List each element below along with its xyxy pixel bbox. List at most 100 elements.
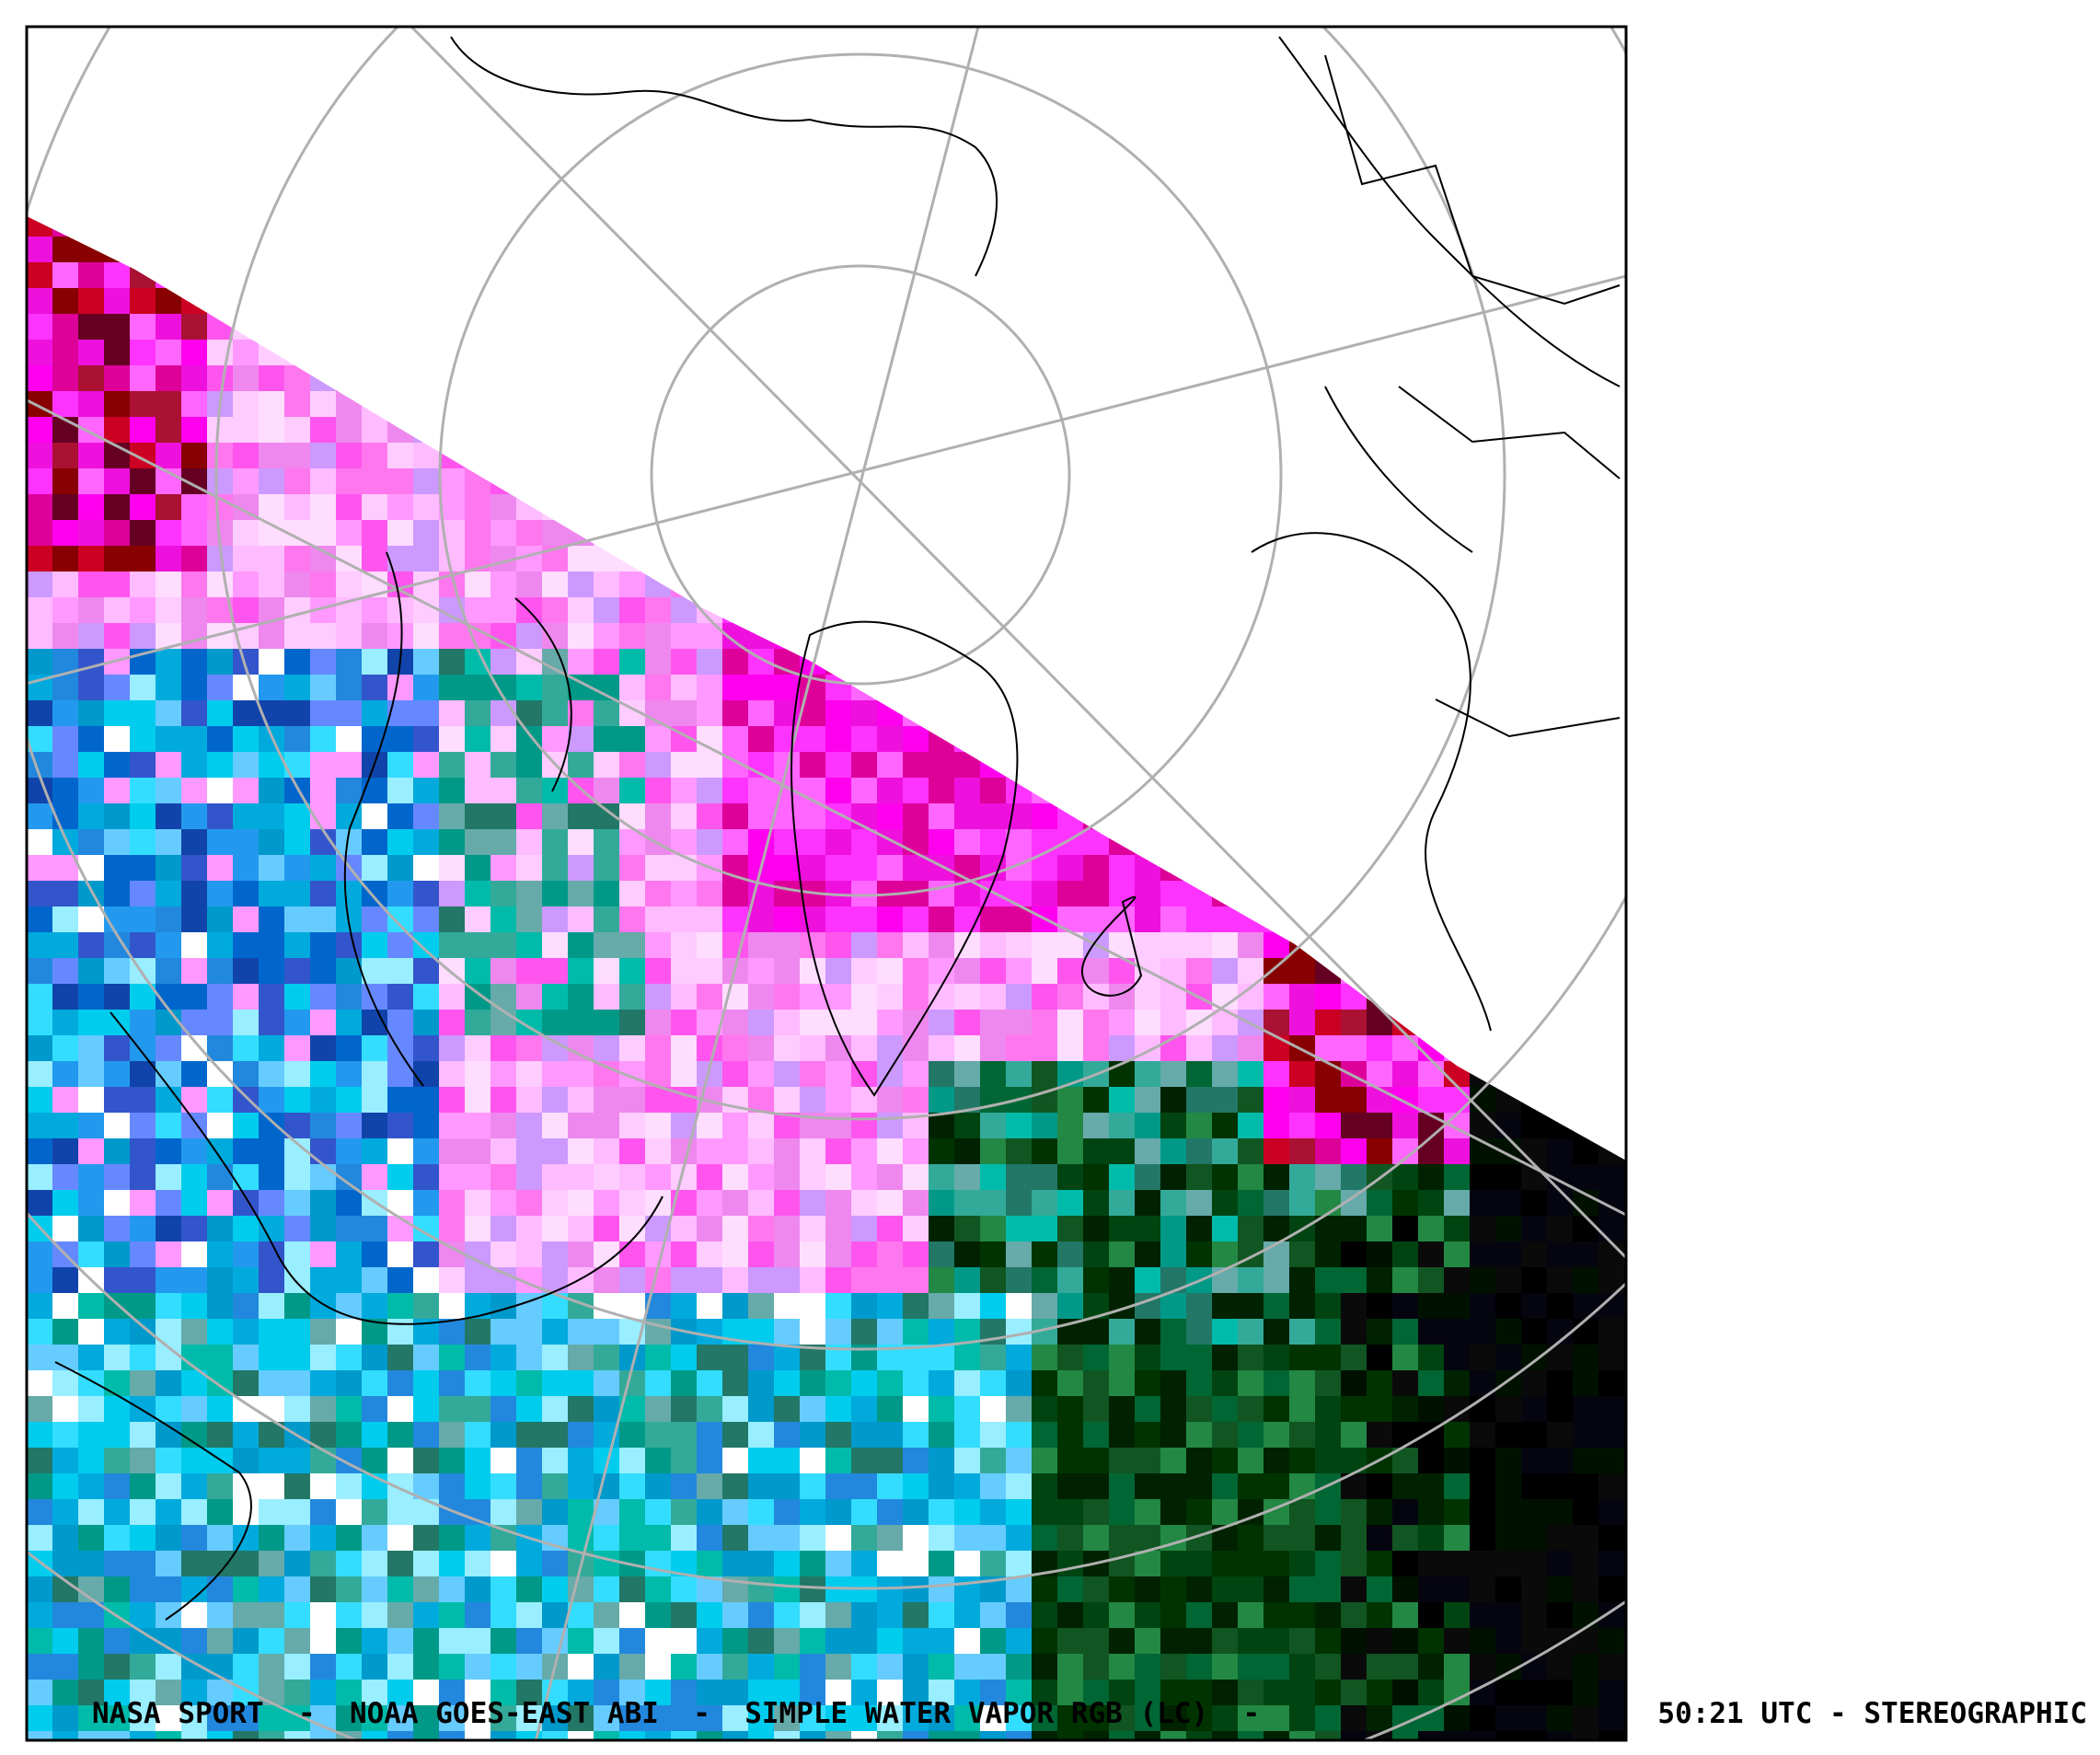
imagery-pixel <box>1109 1602 1136 1629</box>
imagery-pixel <box>27 803 53 830</box>
imagery-pixel <box>619 1499 646 1526</box>
imagery-pixel <box>52 340 79 366</box>
imagery-pixel <box>413 1345 440 1371</box>
imagery-pixel <box>439 1345 466 1371</box>
imagery-pixel <box>825 829 852 856</box>
imagery-pixel <box>774 1448 801 1474</box>
imagery-pixel <box>362 468 388 495</box>
imagery-pixel <box>490 1241 517 1268</box>
imagery-pixel <box>1495 1705 1522 1732</box>
imagery-pixel <box>259 494 285 521</box>
imagery-pixel <box>310 391 337 418</box>
imagery-pixel <box>542 726 569 753</box>
imagery-pixel <box>413 1731 440 1740</box>
imagery-pixel <box>27 906 53 933</box>
imagery-pixel <box>233 1680 260 1706</box>
imagery-pixel <box>1186 1216 1213 1242</box>
imagery-pixel <box>413 1705 440 1732</box>
imagery-pixel <box>1263 1576 1290 1603</box>
imagery-pixel <box>929 1448 955 1474</box>
imagery-pixel <box>310 1241 337 1268</box>
imagery-pixel <box>1057 958 1084 985</box>
imagery-pixel <box>156 572 182 598</box>
imagery-pixel <box>1006 932 1033 959</box>
imagery-pixel <box>439 1602 466 1629</box>
imagery-pixel <box>980 984 1007 1010</box>
imagery-pixel <box>181 752 208 779</box>
imagery-pixel <box>156 1164 182 1191</box>
imagery-pixel <box>1160 1010 1187 1036</box>
imagery-pixel <box>207 1345 234 1371</box>
imagery-pixel <box>465 1061 491 1088</box>
imagery-pixel <box>27 984 53 1010</box>
imagery-pixel <box>516 520 543 547</box>
latitude-circle <box>214 27 1506 1121</box>
imagery-pixel <box>697 1345 723 1371</box>
imagery-pixel <box>697 700 723 727</box>
imagery-pixel <box>851 932 878 959</box>
imagery-pixel <box>413 984 440 1010</box>
imagery-pixel <box>336 881 363 907</box>
imagery-pixel <box>284 1216 311 1242</box>
imagery-pixel <box>980 1370 1007 1397</box>
imagery-pixel <box>903 726 929 753</box>
imagery-pixel <box>259 932 285 959</box>
imagery-pixel <box>877 932 904 959</box>
imagery-pixel <box>156 1216 182 1242</box>
imagery-pixel <box>645 932 672 959</box>
imagery-pixel <box>181 1164 208 1191</box>
imagery-pixel <box>1470 1731 1496 1740</box>
imagery-pixel <box>516 675 543 701</box>
imagery-pixel <box>1367 1113 1393 1139</box>
imagery-pixel <box>78 468 105 495</box>
imagery-pixel <box>1160 1241 1187 1268</box>
imagery-pixel <box>156 1473 182 1500</box>
imagery-pixel <box>516 1087 543 1114</box>
imagery-pixel <box>851 1628 878 1655</box>
imagery-pixel <box>1289 1370 1316 1397</box>
imagery-pixel <box>877 1499 904 1526</box>
imagery-pixel <box>645 1164 672 1191</box>
imagery-pixel <box>284 1525 311 1552</box>
imagery-pixel <box>181 803 208 830</box>
imagery-pixel <box>1212 958 1239 985</box>
imagery-pixel <box>52 1654 79 1680</box>
imagery-pixel <box>27 1654 53 1680</box>
imagery-pixel <box>310 1138 337 1165</box>
imagery-pixel <box>1624 1525 1626 1552</box>
imagery-pixel <box>877 752 904 779</box>
imagery-pixel <box>1263 1087 1290 1114</box>
imagery-pixel <box>387 1267 414 1294</box>
imagery-pixel <box>671 1345 698 1371</box>
imagery-pixel <box>1289 1010 1316 1036</box>
imagery-pixel <box>78 1113 105 1139</box>
imagery-pixel <box>903 829 929 856</box>
imagery-pixel <box>1135 1396 1161 1423</box>
imagery-pixel <box>697 1113 723 1139</box>
imagery-pixel <box>954 958 981 985</box>
imagery-pixel <box>259 984 285 1010</box>
imagery-pixel <box>1624 958 1626 985</box>
imagery-pixel <box>980 1061 1007 1088</box>
imagery-pixel <box>27 1628 53 1655</box>
imagery-pixel <box>104 365 131 392</box>
imagery-pixel <box>413 1061 440 1088</box>
imagery-pixel <box>568 1010 594 1036</box>
imagery-pixel <box>748 1010 775 1036</box>
imagery-pixel <box>1521 1551 1548 1577</box>
imagery-pixel <box>1160 881 1187 907</box>
imagery-pixel <box>1495 1190 1522 1217</box>
imagery-pixel <box>465 1731 491 1740</box>
imagery-pixel <box>594 1190 620 1217</box>
imagery-pixel <box>877 1396 904 1423</box>
imagery-pixel <box>1083 1010 1110 1036</box>
imagery-pixel <box>516 572 543 598</box>
imagery-pixel <box>439 1087 466 1114</box>
imagery-pixel <box>439 752 466 779</box>
imagery-pixel <box>1057 1087 1084 1114</box>
imagery-pixel <box>207 726 234 753</box>
imagery-pixel <box>413 1010 440 1036</box>
imagery-pixel <box>954 855 981 882</box>
imagery-pixel <box>439 1370 466 1397</box>
imagery-pixel <box>490 1190 517 1217</box>
